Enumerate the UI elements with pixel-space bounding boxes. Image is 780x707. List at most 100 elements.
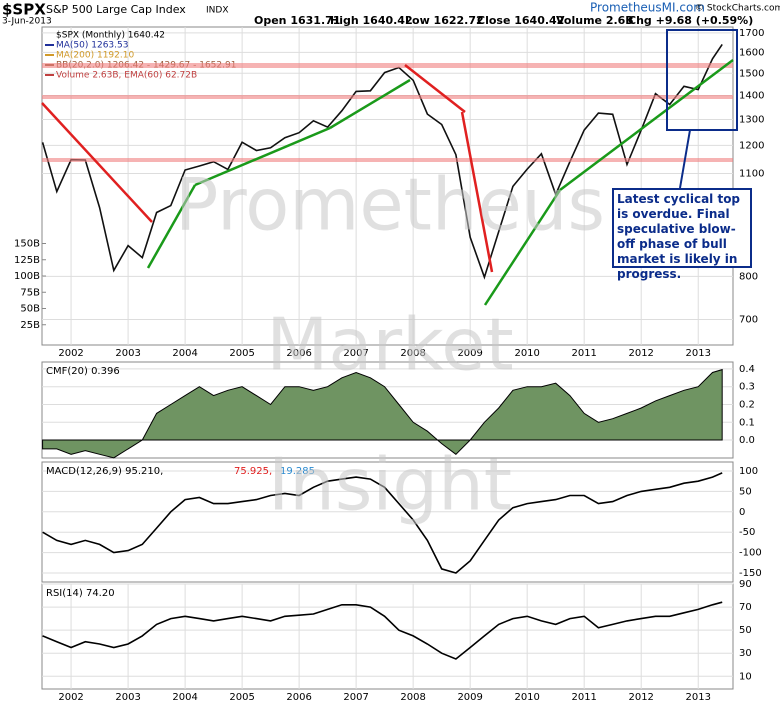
x-tick-label: 2002 [58,692,83,703]
x-tick-label: 2005 [229,348,254,359]
y-tick-label: 0.1 [739,417,755,428]
x-tick-label: 2013 [685,348,710,359]
y-tick-label: 0 [739,507,745,518]
y-tick-label: 50 [739,625,752,636]
trend-line [483,189,562,306]
y-tick-label: 10 [739,671,752,682]
y-tick-label: 100 [739,466,758,477]
trend-line [460,111,494,273]
band [42,158,733,162]
title: S&P 500 Large Cap Index [46,3,186,16]
line [42,601,723,660]
y-tick-label: 1600 [739,47,764,58]
x-tick-label: 2002 [58,348,83,359]
x-tick-label: 2004 [172,692,197,703]
x-tick-label: 2003 [115,348,140,359]
watermark: Prometheus [175,163,605,247]
x-tick-label: 2003 [115,692,140,703]
y-tick-label: 1300 [739,115,764,126]
trend-line [329,78,411,130]
panel-title: CMF(20) 0.396 [46,366,120,377]
annotation: Latest cyclical top is overdue. Final sp… [612,188,752,281]
credit: © StockCharts.com [695,4,780,14]
y-tick-label: 1100 [739,169,764,180]
panel [41,583,734,690]
watermark: Insight [268,443,512,527]
x-tick-label: 2010 [514,348,539,359]
panel [41,461,734,583]
panel [41,26,734,346]
quote-high: High 1640.42 [330,14,413,27]
legend-entry: MA(200) 1192.10 [56,51,134,61]
y-tick-label: -150 [739,568,762,579]
x-tick-label: 2005 [229,692,254,703]
line [42,472,723,574]
date: 3-Jun-2013 [2,17,52,27]
arrow [679,129,691,189]
band [42,95,733,99]
site: PrometheusMI.com [590,1,705,15]
x-tick-label: 2013 [685,692,710,703]
y-tick-label: 800 [739,271,758,282]
quote-volume: Volume 2.6B [556,14,634,27]
x-tick-label: 2011 [571,348,596,359]
quote-open: Open 1631.71 [254,14,340,27]
trend-line [559,59,734,191]
y-tick-label: 1500 [739,68,764,79]
y2-tick-label: 125B [14,255,40,266]
panel-title: MACD(12,26,9) 95.210, [46,466,163,477]
x-tick-label: 2007 [343,348,368,359]
x-tick-label: 2007 [343,692,368,703]
x-tick-label: 2012 [628,348,653,359]
y-tick-label: 0.4 [739,364,755,375]
exchange: INDX [206,6,228,16]
quote-close: Close 1640.42 [477,14,564,27]
x-tick-label: 2004 [172,348,197,359]
y-tick-label: 90 [739,579,752,590]
legend-entry: $SPX (Monthly) 1640.42 [56,31,165,41]
watermark: Market [266,303,514,387]
x-tick-label: 2009 [457,348,482,359]
y2-tick-label: 25B [20,320,40,331]
quote-low: Low 1622.72 [405,14,484,27]
y2-tick-label: 150B [14,239,40,250]
trend-line [404,64,466,113]
y2-tick-label: 75B [20,287,40,298]
y-tick-label: 0.3 [739,382,755,393]
y-tick-label: -50 [739,527,755,538]
legend-entry: Volume 2.63B, EMA(60) 62.72B [56,71,197,81]
x-tick-label: 2008 [400,348,425,359]
x-tick-label: 2012 [628,692,653,703]
x-tick-label: 2011 [571,692,596,703]
y-tick-label: -100 [739,548,762,559]
y-tick-label: 70 [739,602,752,613]
panel-title: RSI(14) 74.20 [46,588,115,599]
band [42,63,733,68]
y2-tick-label: 50B [20,304,40,315]
quote-change: Chg +9.68 (+0.59%) [628,14,753,27]
panel-title: 19.285 [280,466,315,477]
line [41,43,723,280]
y-tick-label: 50 [739,486,752,497]
y-tick-label: 1700 [739,28,764,39]
y-tick-label: 1400 [739,91,764,102]
x-tick-label: 2009 [457,692,482,703]
trend-line [194,126,331,187]
area [42,368,723,459]
x-tick-label: 2008 [400,692,425,703]
x-tick-label: 2010 [514,692,539,703]
x-tick-label: 2006 [286,348,311,359]
trend-line [41,102,153,223]
y-tick-label: 700 [739,315,758,326]
symbol: $SPX [2,1,46,19]
panel-title: 75.925, [234,466,272,477]
highlight-box [666,29,738,131]
y-tick-label: 0.0 [739,435,755,446]
y-tick-label: 0.2 [739,399,755,410]
trend-line [146,184,197,269]
y-tick-label: 30 [739,648,752,659]
legend-entry: MA(50) 1263.53 [56,41,128,51]
y2-tick-label: 100B [14,271,40,282]
